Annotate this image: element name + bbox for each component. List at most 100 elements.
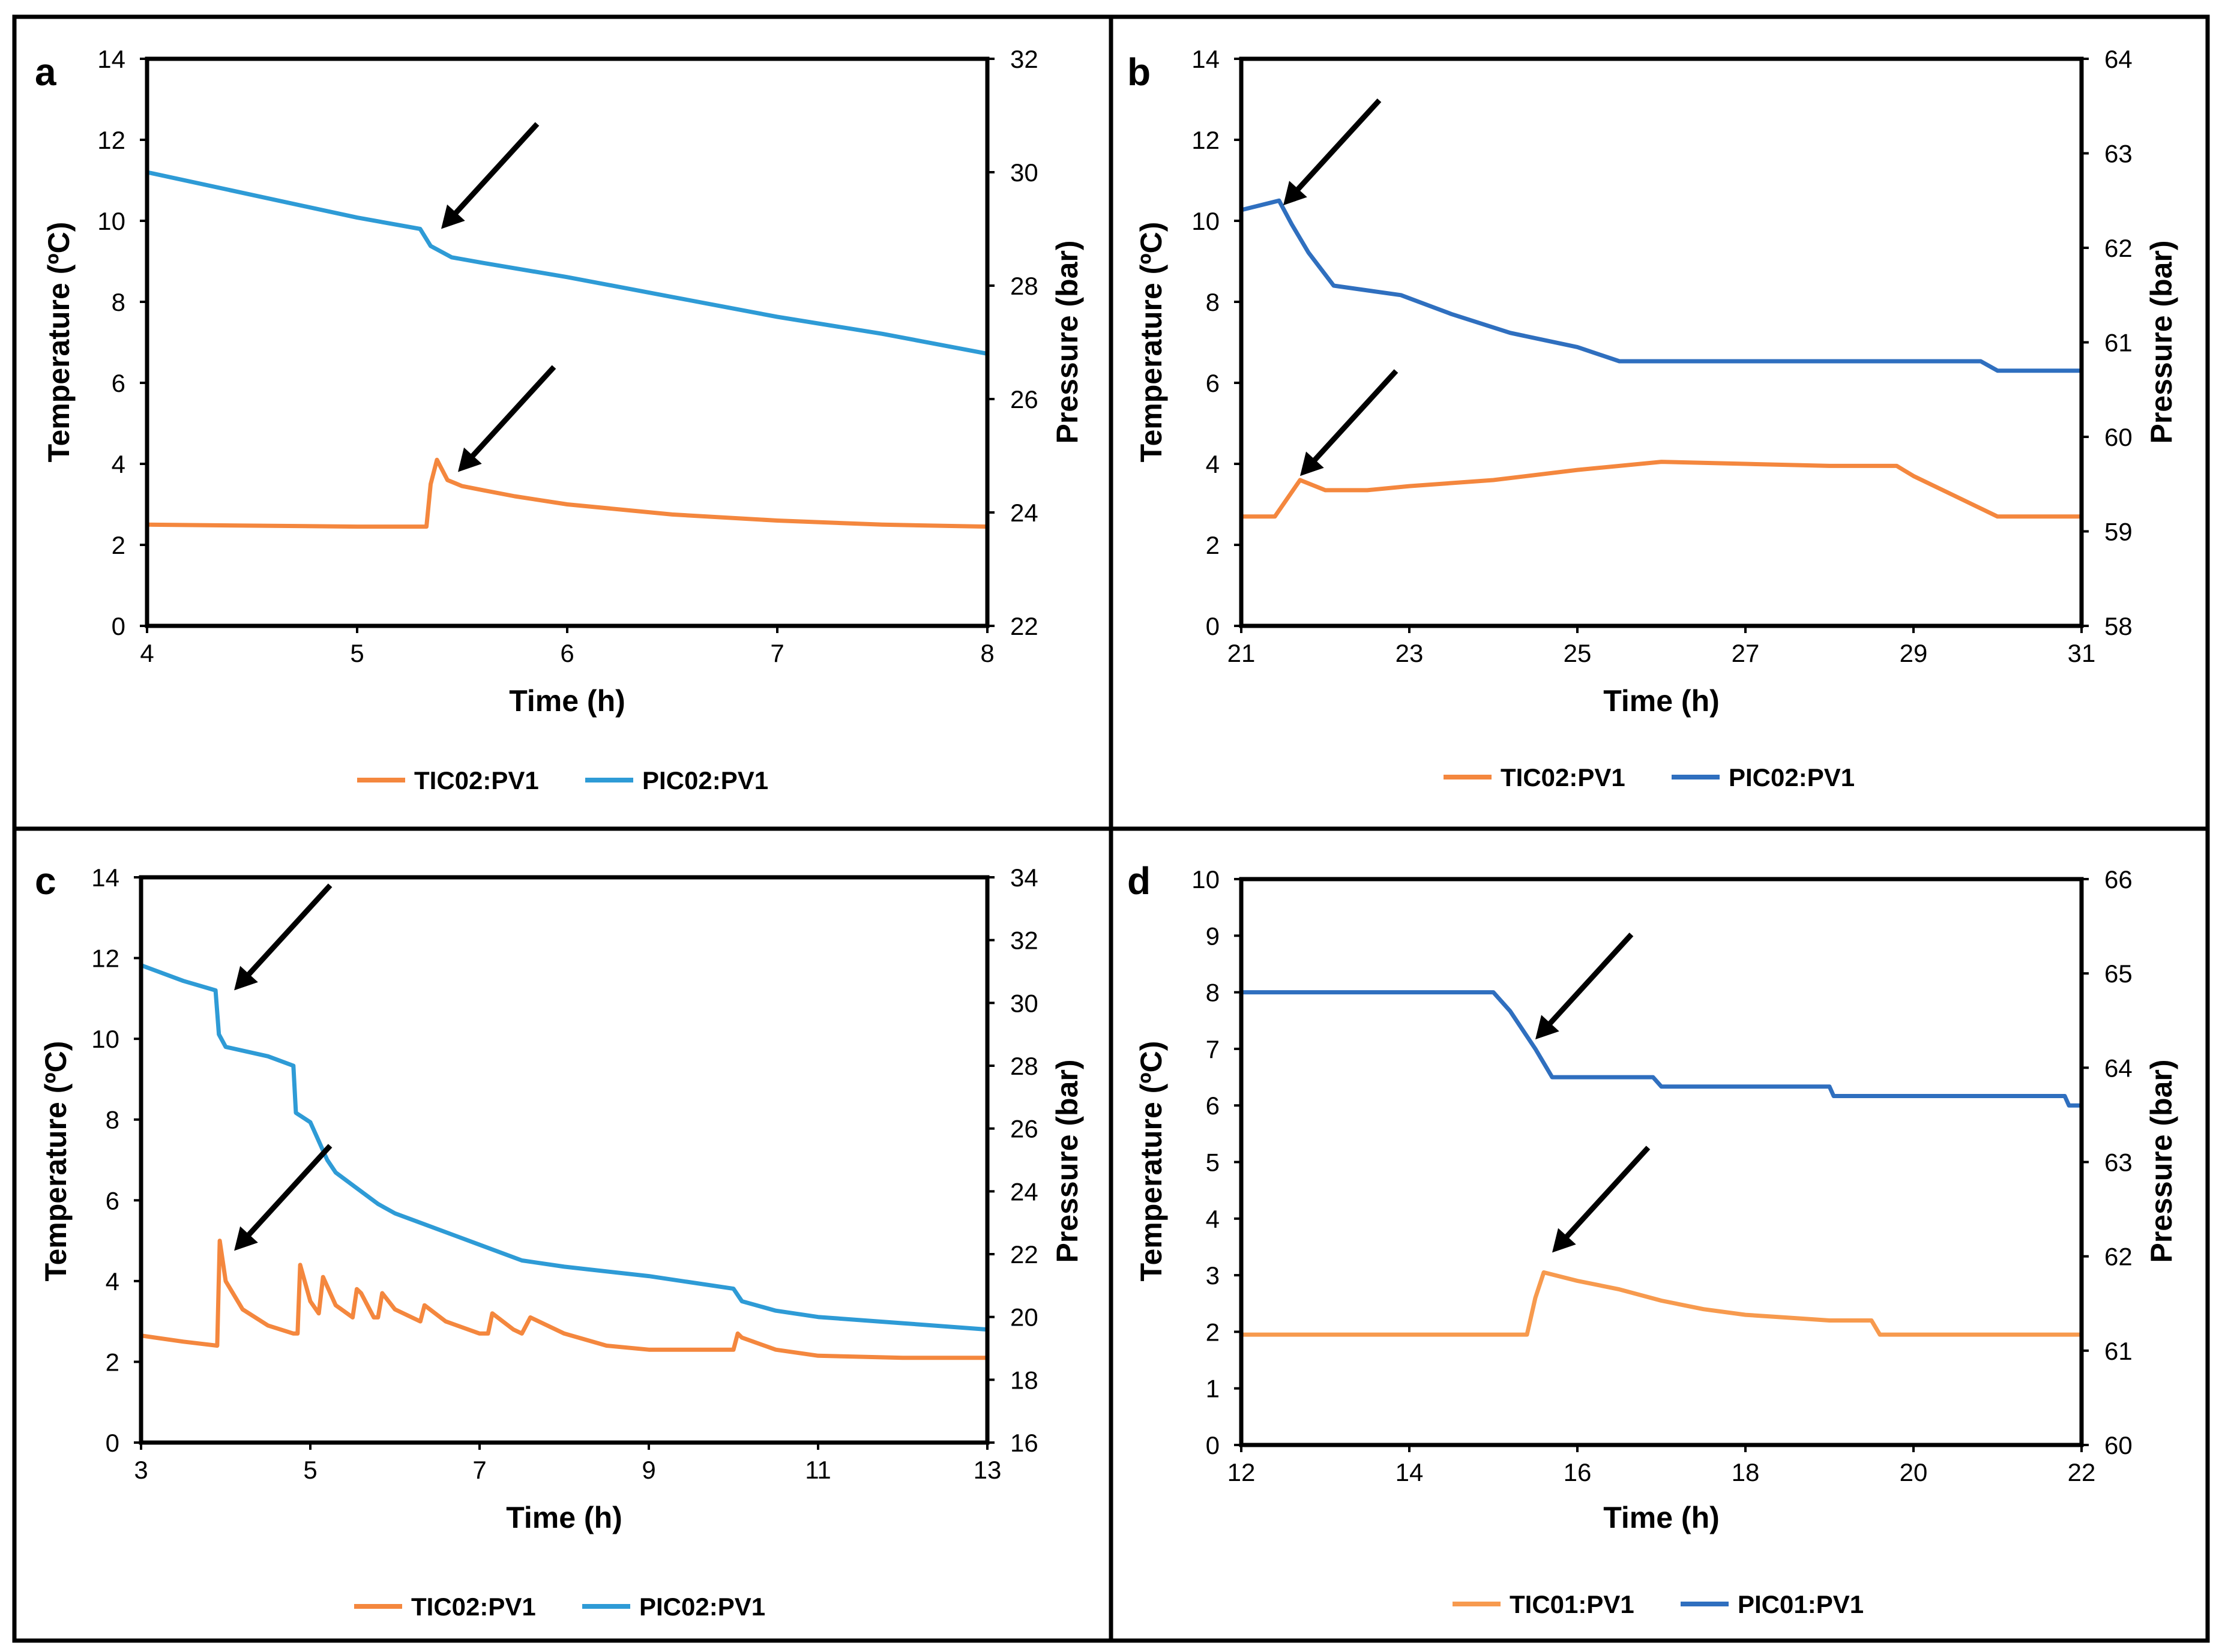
series-line-tic02-pv1 (146, 457, 988, 529)
annotation-arrow-shaft (1562, 1146, 1651, 1242)
legend-label: PIC02:PV1 (639, 1593, 765, 1621)
annotation-arrow-shaft (451, 122, 540, 218)
y-tick-label: 0 (1206, 1431, 1220, 1459)
y-tick-label: 14 (97, 45, 125, 73)
x-axis-title: Time (h) (1603, 684, 1720, 718)
panel-b: b 21 23 25 27 29 31 0 2 4 6 8 10 12 14 58 59 60 61 62 63 64 Ti… (1127, 45, 2178, 791)
legend-label: PIC01:PV1 (1738, 1590, 1864, 1618)
x-tick-label: 9 (642, 1456, 655, 1484)
y2-tick-label: 60 (2104, 423, 2133, 451)
y-tick-label: 6 (1206, 1092, 1220, 1120)
y-tick-label: 0 (106, 1429, 119, 1457)
y-tick-label: 0 (1206, 612, 1220, 640)
y2-tick-label: 22 (1010, 612, 1038, 640)
legend-label: PIC02:PV1 (642, 766, 768, 794)
y-axis-title: Temperature (ºC) (42, 222, 76, 463)
x-tick-label: 29 (1900, 639, 1928, 667)
y2-tick-label: 60 (2104, 1431, 2133, 1459)
y2-tick-label: 63 (2104, 140, 2133, 168)
x-tick-label: 5 (350, 639, 364, 667)
y2-tick-label: 59 (2104, 518, 2133, 546)
annotation-arrow-head (1283, 181, 1307, 206)
y2-axis-title: Pressure (bar) (2145, 1059, 2178, 1263)
y2-tick-label: 64 (2104, 45, 2133, 73)
y2-tick-label: 32 (1010, 45, 1038, 73)
annotation-arrow-shaft (468, 365, 556, 461)
x-axis-title: Time (h) (1603, 1501, 1720, 1534)
y2-tick-label: 32 (1010, 927, 1038, 955)
y-tick-label: 12 (91, 945, 119, 973)
legend-label: TIC02:PV1 (411, 1593, 536, 1621)
y-tick-label: 8 (1206, 288, 1220, 316)
x-tick-label: 4 (140, 639, 154, 667)
y2-axis-title: Pressure (bar) (1050, 1059, 1084, 1263)
y2-axis-title: Pressure (bar) (2145, 240, 2178, 443)
y-axis-title: Temperature (ºC) (39, 1041, 73, 1282)
legend-label: TIC01:PV1 (1510, 1590, 1634, 1618)
legend-label: TIC02:PV1 (1501, 763, 1625, 791)
y2-tick-label: 28 (1010, 272, 1038, 300)
y-tick-label: 2 (106, 1348, 119, 1376)
x-tick-label: 7 (472, 1456, 486, 1484)
x-tick-label: 31 (2068, 639, 2096, 667)
y-tick-label: 12 (1191, 126, 1220, 154)
x-tick-label: 13 (974, 1456, 1002, 1484)
annotation-arrow-head (441, 204, 465, 229)
y2-tick-label: 58 (2104, 612, 2133, 640)
annotation-arrow-head (458, 447, 482, 472)
y-tick-label: 10 (97, 207, 125, 235)
plot-area-frame (139, 875, 990, 1445)
x-tick-label: 5 (303, 1456, 317, 1484)
annotation-arrow-shaft (244, 883, 333, 979)
annotation-arrow-shaft (1310, 369, 1399, 465)
y-tick-label: 10 (91, 1025, 119, 1053)
x-axis-title: Time (h) (506, 1501, 622, 1534)
y-tick-label: 4 (1206, 450, 1220, 478)
y2-tick-label: 28 (1010, 1052, 1038, 1080)
y-tick-label: 4 (1206, 1205, 1220, 1233)
panel-label: b (1127, 50, 1151, 94)
y-tick-label: 6 (112, 369, 125, 397)
x-tick-label: 21 (1227, 639, 1256, 667)
panel-label: c (35, 859, 56, 903)
x-tick-label: 22 (2068, 1458, 2096, 1486)
x-tick-label: 8 (980, 639, 994, 667)
y-tick-label: 8 (1206, 979, 1220, 1007)
annotation-arrow-shaft (1545, 933, 1634, 1029)
x-axis-title: Time (h) (509, 684, 625, 718)
y-tick-label: 14 (91, 864, 119, 892)
x-tick-label: 3 (134, 1456, 148, 1484)
annotation-arrow-head (1300, 451, 1324, 476)
y-tick-label: 2 (112, 531, 125, 559)
y2-tick-label: 30 (1010, 158, 1038, 187)
y2-tick-label: 61 (2104, 1337, 2133, 1365)
y-tick-label: 0 (112, 612, 125, 640)
series-line-tic02-pv1 (1241, 460, 2082, 519)
y2-tick-label: 24 (1010, 499, 1038, 527)
y2-tick-label: 64 (2104, 1054, 2133, 1082)
x-tick-label: 27 (1732, 639, 1760, 667)
legend-label: PIC02:PV1 (1729, 763, 1855, 791)
x-tick-label: 18 (1732, 1458, 1760, 1486)
y-tick-label: 6 (1206, 369, 1220, 397)
annotation-arrow-head (1552, 1228, 1576, 1253)
x-tick-label: 7 (770, 639, 784, 667)
y2-tick-label: 16 (1010, 1429, 1038, 1457)
y-tick-label: 10 (1191, 865, 1220, 894)
y-tick-label: 1 (1206, 1375, 1220, 1403)
annotation-arrow-shaft (244, 1144, 333, 1240)
y2-tick-label: 24 (1010, 1177, 1038, 1206)
y-axis-title: Temperature (ºC) (1134, 222, 1168, 463)
y2-tick-label: 62 (2104, 1243, 2133, 1271)
series-line-pic01-pv1 (1241, 990, 2082, 1108)
y2-tick-label: 34 (1010, 864, 1038, 892)
series-line-tic01-pv1 (1241, 1270, 2082, 1337)
panel-label: d (1127, 859, 1151, 903)
y-tick-label: 8 (112, 288, 125, 316)
x-tick-label: 6 (560, 639, 574, 667)
series-line-pic02-pv1 (140, 963, 988, 1332)
y2-tick-label: 63 (2104, 1149, 2133, 1177)
y2-tick-label: 61 (2104, 329, 2133, 357)
